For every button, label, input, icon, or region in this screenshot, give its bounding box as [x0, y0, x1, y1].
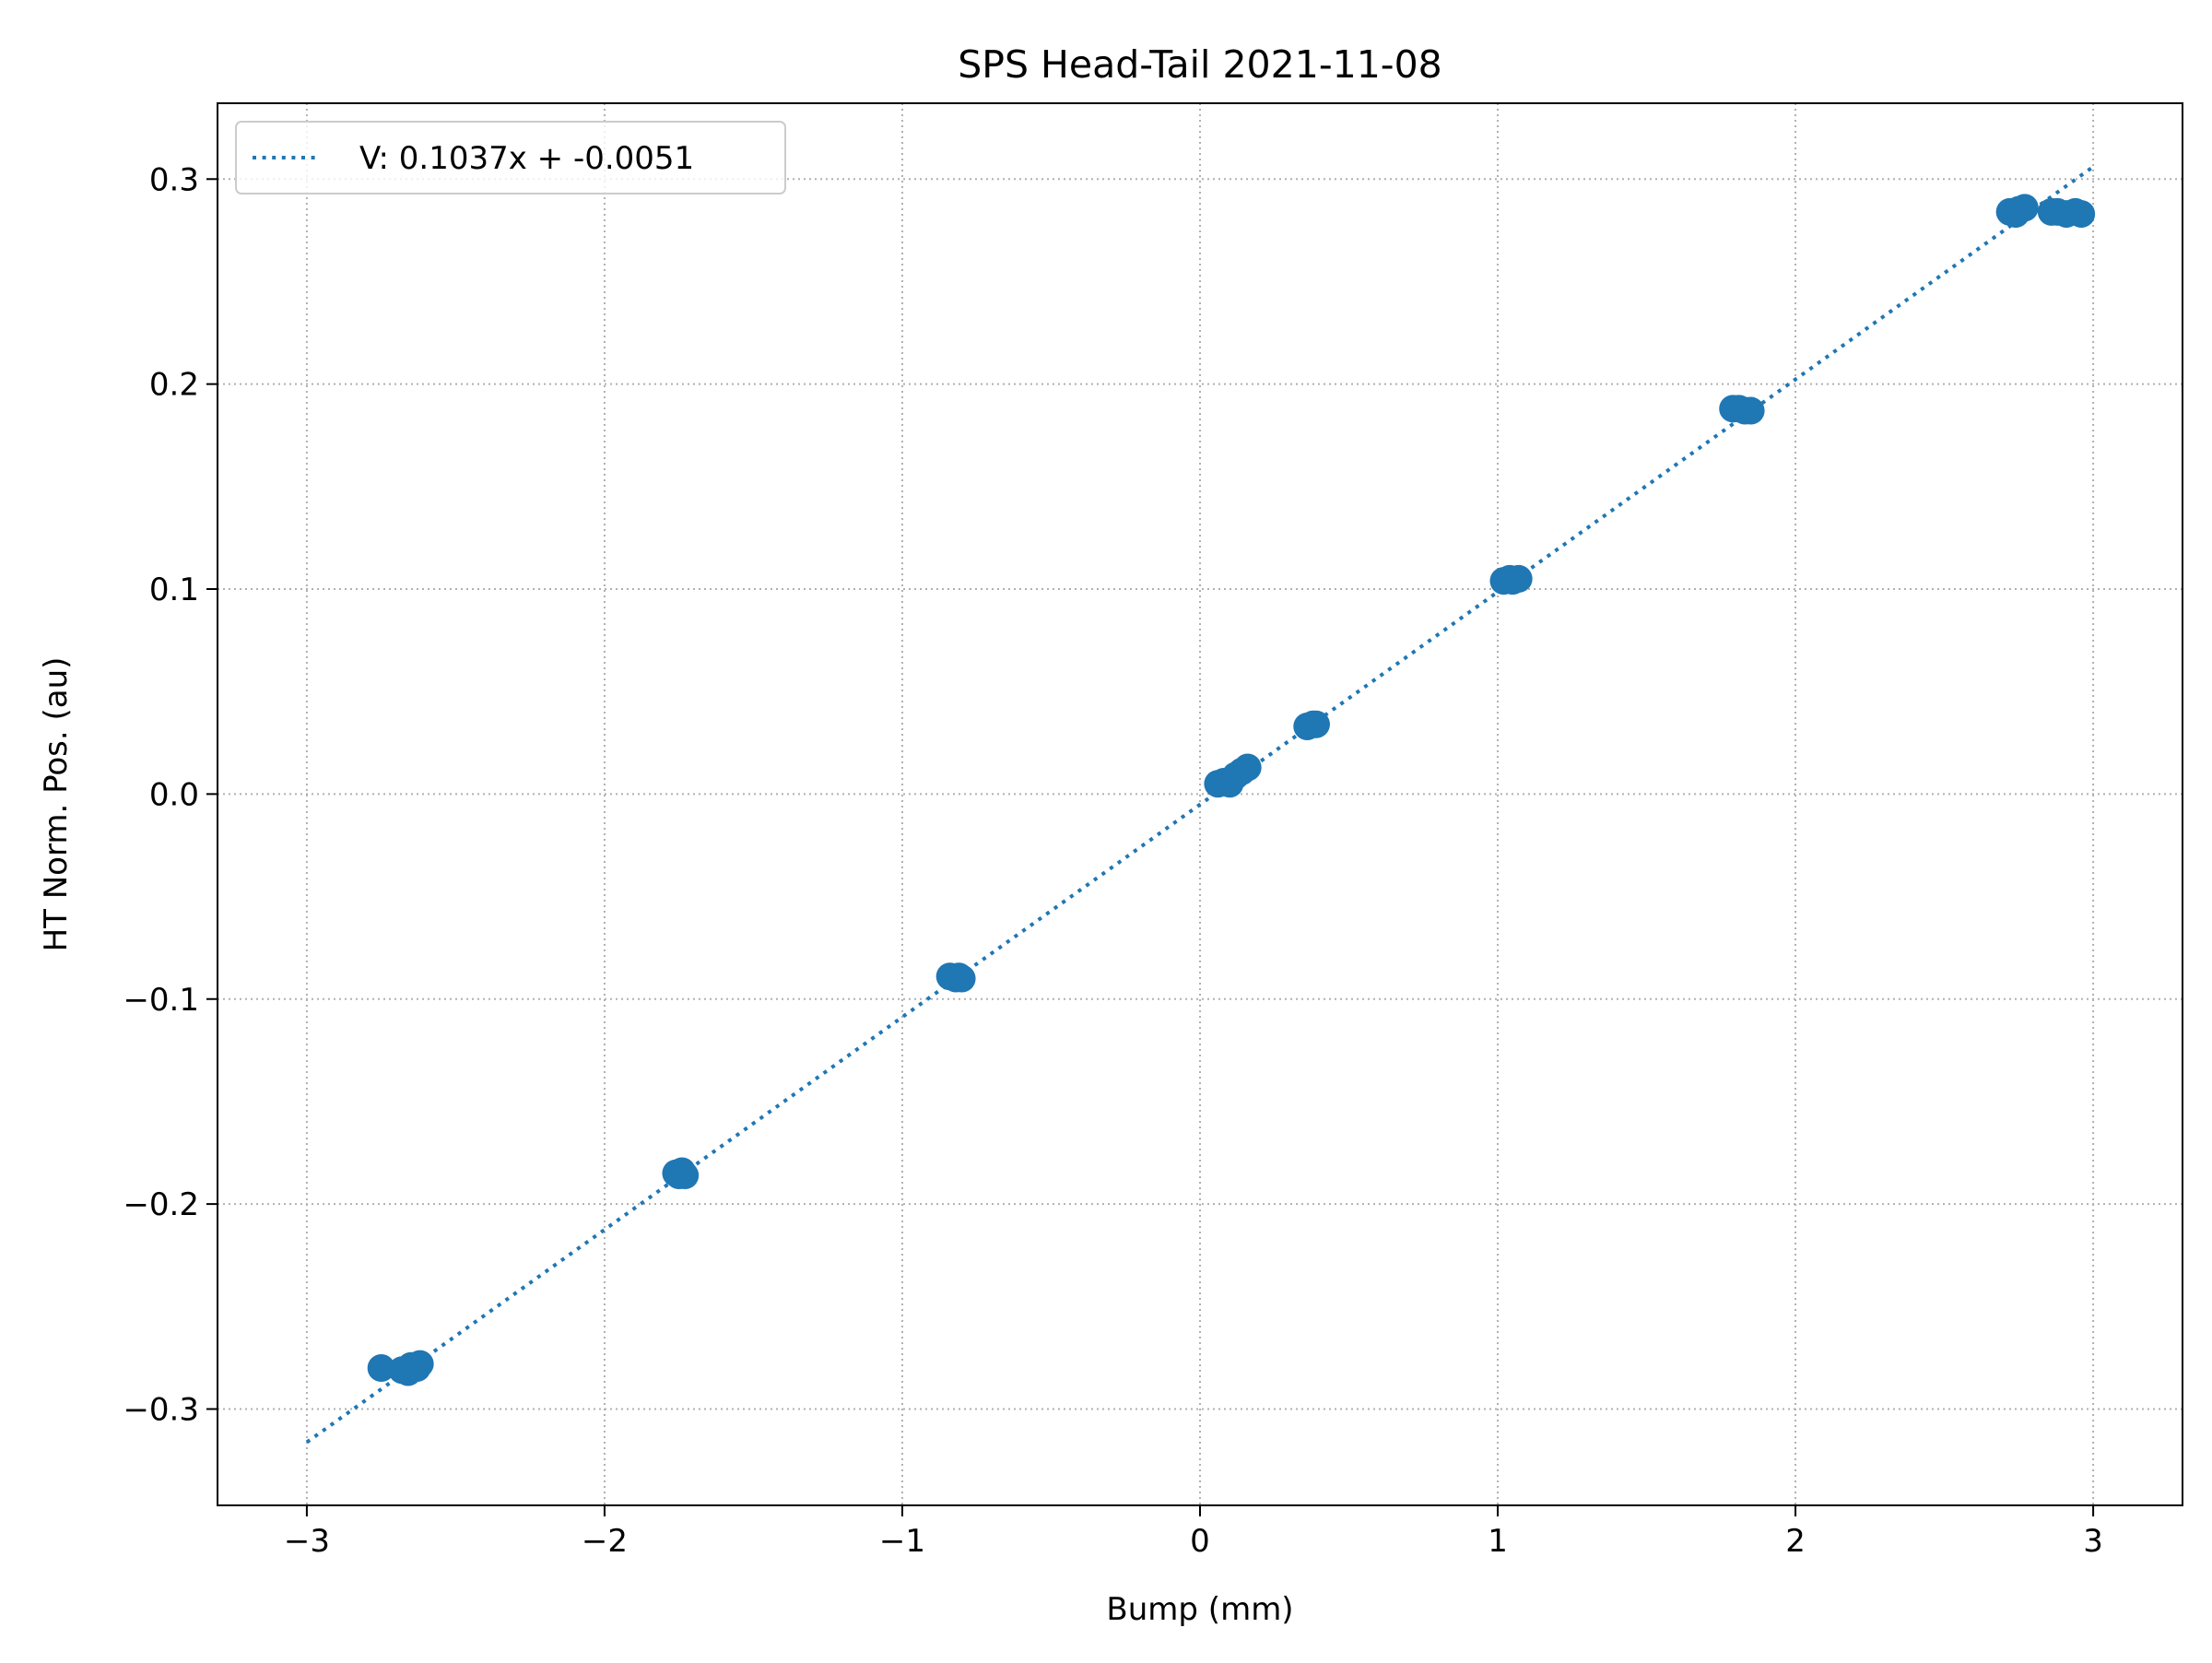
- data-point: [1233, 753, 1262, 782]
- y-tick-label: 0.1: [149, 572, 199, 608]
- y-tick-label: 0.2: [149, 367, 199, 404]
- data-point: [671, 1161, 700, 1189]
- x-tick-label: −3: [284, 1523, 330, 1560]
- x-tick-label: −2: [582, 1523, 628, 1560]
- data-point: [947, 964, 976, 993]
- legend-box: [235, 121, 786, 195]
- y-tick-label: −0.2: [123, 1186, 199, 1223]
- data-point: [2010, 194, 2039, 222]
- x-tick-label: −1: [879, 1523, 925, 1560]
- legend-entry-fit: V: 0.1037x + -0.0051: [359, 140, 694, 177]
- y-axis-label: HT Norm. Pos. (au): [38, 657, 75, 952]
- x-tick-label: 3: [2083, 1523, 2103, 1560]
- data-point: [2067, 200, 2096, 229]
- y-tick-label: −0.1: [123, 982, 199, 1019]
- chart-title: SPS Head-Tail 2021-11-08: [958, 42, 1442, 87]
- data-point: [1301, 710, 1330, 738]
- ticks-layer: −3 −2 −1 0 1 2 3 −0.3 −0.2 −0.1 0.0 0.1 0.2 0.3: [123, 161, 2102, 1560]
- data-point: [367, 1354, 395, 1383]
- x-axis-label: Bump (mm): [1106, 1591, 1293, 1628]
- points-layer: [367, 194, 2096, 1386]
- x-tick-label: 0: [1190, 1523, 1210, 1560]
- fit-layer: [305, 165, 2095, 1445]
- data-point: [1504, 564, 1533, 593]
- x-tick-label: 1: [1488, 1523, 1508, 1560]
- y-tick-label: 0.3: [149, 161, 199, 198]
- fit-line: [305, 165, 2095, 1445]
- y-tick-label: 0.0: [149, 776, 199, 813]
- data-point: [406, 1350, 434, 1378]
- legend: V: 0.1037x + -0.0051: [235, 121, 786, 195]
- y-tick-label: −0.3: [123, 1391, 199, 1428]
- x-tick-label: 2: [1785, 1523, 1806, 1560]
- data-point: [1736, 396, 1765, 425]
